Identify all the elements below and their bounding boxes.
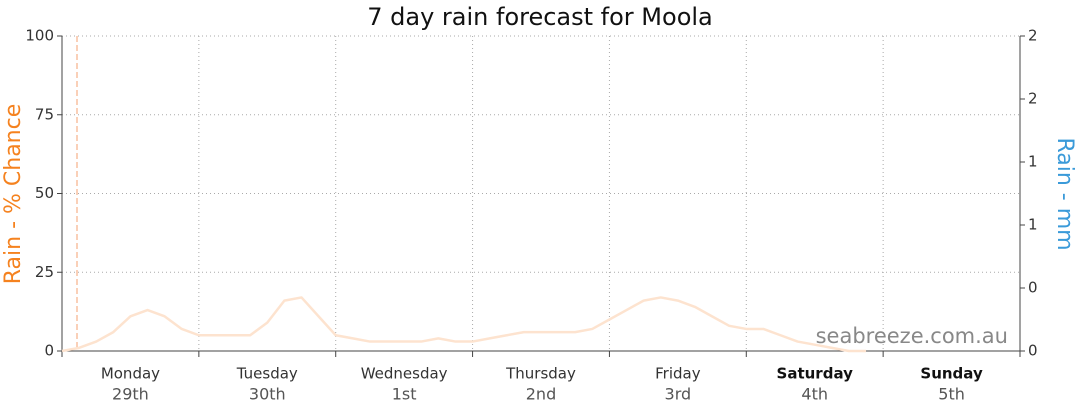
day-label: Saturday (777, 365, 854, 383)
y2-tick-label: 2 (1028, 27, 1038, 45)
y-tick-label: 75 (35, 105, 54, 123)
watermark: seabreeze.com.au (816, 324, 1008, 348)
chart-title: 7 day rain forecast for Moola (367, 3, 713, 31)
y2-tick-label: 2 (1028, 90, 1038, 108)
day-label: Wednesday (361, 365, 448, 383)
y2-tick-label: 1 (1028, 216, 1038, 234)
y-tick-label: 0 (44, 342, 54, 360)
day-label: Friday (655, 365, 701, 383)
date-label: 29th (112, 385, 149, 404)
y-axis-title: Rain - % Chance (1, 104, 26, 285)
y2-axis-title: Rain - mm (1052, 137, 1077, 250)
y2-tick-label: 1 (1028, 153, 1038, 171)
date-label: 3rd (665, 385, 692, 404)
date-label: 4th (801, 385, 828, 404)
day-label: Sunday (920, 365, 983, 383)
date-label: 2nd (526, 385, 556, 404)
day-label: Monday (101, 365, 160, 383)
y-tick-label: 25 (35, 263, 54, 281)
day-label: Tuesday (236, 365, 298, 383)
date-label: 30th (249, 385, 286, 404)
y-tick-label: 50 (35, 184, 54, 202)
date-label: 1st (392, 385, 417, 404)
y-tick-label: 100 (25, 27, 54, 45)
y2-tick-label: 0 (1028, 279, 1038, 297)
y2-tick-label: 0 (1028, 342, 1038, 360)
day-label: Thursday (505, 365, 576, 383)
date-label: 5th (938, 385, 965, 404)
rain-line (61, 296, 867, 353)
